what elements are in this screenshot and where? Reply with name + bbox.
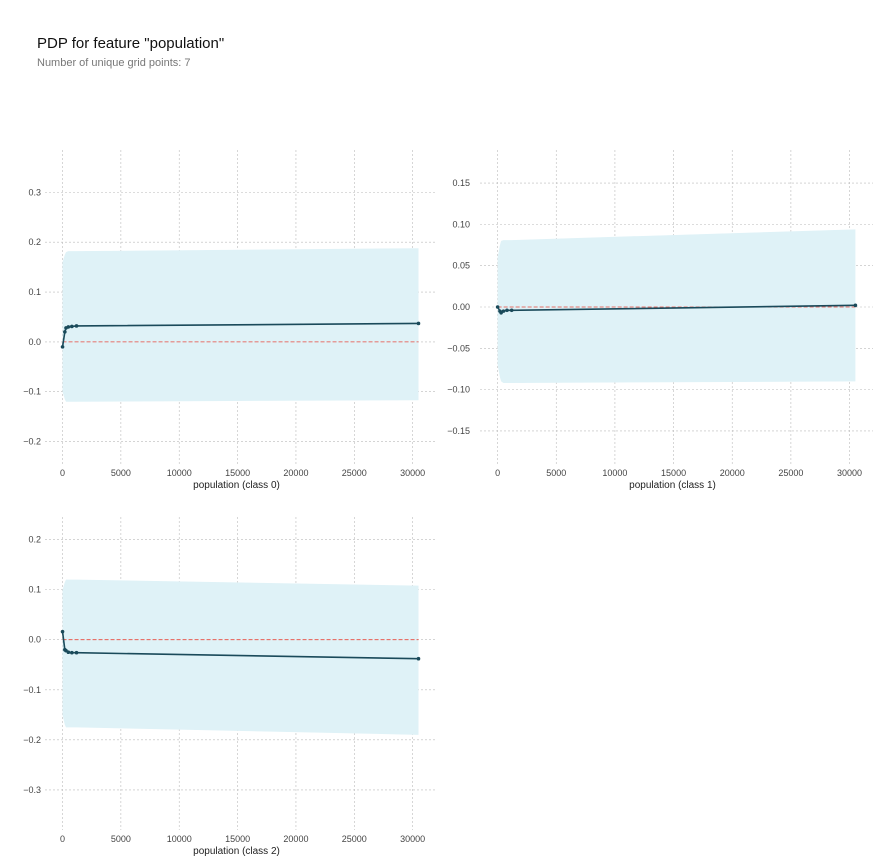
pdp-point (66, 325, 71, 329)
x-tick-label: 30000 (400, 468, 425, 478)
y-tick-label: −0.2 (23, 735, 41, 745)
x-tick-label: 10000 (602, 468, 627, 478)
pdp-point (70, 324, 74, 329)
pdp-point (416, 321, 421, 326)
x-axis-label: population (class 0) (193, 480, 280, 491)
x-tick-label: 0 (60, 468, 65, 478)
x-tick-label: 5000 (111, 468, 131, 478)
y-tick-label: 0.0 (28, 635, 41, 645)
y-tick-label: 0.0 (28, 337, 41, 347)
x-axis-label: population (class 1) (629, 480, 716, 491)
y-tick-label: 0.15 (452, 178, 470, 188)
x-tick-label: 5000 (111, 834, 131, 844)
x-tick-label: 25000 (342, 468, 367, 478)
y-tick-label: 0.00 (452, 302, 470, 312)
page-subtitle: Number of unique grid points: 7 (37, 57, 191, 69)
pdp-point (74, 324, 79, 328)
y-tick-label: −0.2 (23, 437, 41, 447)
x-tick-label: 25000 (778, 468, 803, 478)
x-tick-label: 10000 (167, 834, 192, 844)
y-tick-label: 0.2 (28, 237, 41, 247)
chart-panel-class-1: 0 5000 10000 15000 20000 25000 30000 −0.15 −0.10… (447, 150, 873, 491)
pdp-point (60, 629, 65, 634)
pdp-point (66, 650, 71, 655)
pdp-point (501, 309, 506, 313)
x-tick-label: 15000 (225, 468, 250, 478)
y-tick-label: 0.10 (452, 219, 470, 229)
y-tick-label: 0.1 (28, 287, 41, 297)
pdp-point (853, 303, 858, 308)
pdp-point (63, 330, 67, 334)
y-tick-label: −0.15 (447, 426, 470, 436)
y-tick-label: −0.1 (23, 685, 41, 695)
x-tick-label: 5000 (546, 468, 566, 478)
y-tick-label: −0.3 (23, 785, 41, 795)
y-tick-label: −0.05 (447, 343, 470, 353)
pdp-point (60, 345, 65, 349)
pdp-point (416, 656, 421, 661)
pdp-point (74, 650, 79, 655)
pdp-point (509, 308, 514, 313)
y-tick-label: 0.3 (28, 187, 41, 197)
x-tick-label: 20000 (283, 468, 308, 478)
x-tick-label: 25000 (342, 834, 367, 844)
pdp-point (495, 305, 500, 309)
pdp-point (505, 308, 509, 313)
y-tick-label: 0.1 (28, 585, 41, 595)
x-tick-label: 15000 (661, 468, 686, 478)
x-tick-label: 15000 (225, 834, 250, 844)
confidence-band (497, 229, 856, 384)
x-tick-label: 10000 (167, 468, 192, 478)
x-axis-label: population (class 2) (193, 846, 280, 857)
chart-panel-class-2: 0 5000 10000 15000 20000 25000 30000 −0.3 −0.2 −0… (23, 517, 436, 857)
y-tick-label: 0.2 (28, 535, 41, 545)
x-tick-label: 0 (495, 468, 500, 478)
x-tick-label: 20000 (720, 468, 745, 478)
x-tick-label: 0 (60, 834, 65, 844)
y-tick-label: −0.1 (23, 387, 41, 397)
x-tick-label: 20000 (283, 834, 308, 844)
y-tick-label: −0.10 (447, 385, 470, 395)
x-tick-label: 30000 (837, 468, 862, 478)
page-title: PDP for feature "population" (37, 35, 225, 52)
pdp-point (70, 650, 74, 655)
chart-panel-class-0: 0 5000 10000 15000 20000 25000 30000 −0.2 −0.1 0.… (23, 150, 436, 491)
x-tick-label: 30000 (400, 834, 425, 844)
y-tick-label: 0.05 (452, 261, 470, 271)
confidence-band (62, 579, 419, 735)
